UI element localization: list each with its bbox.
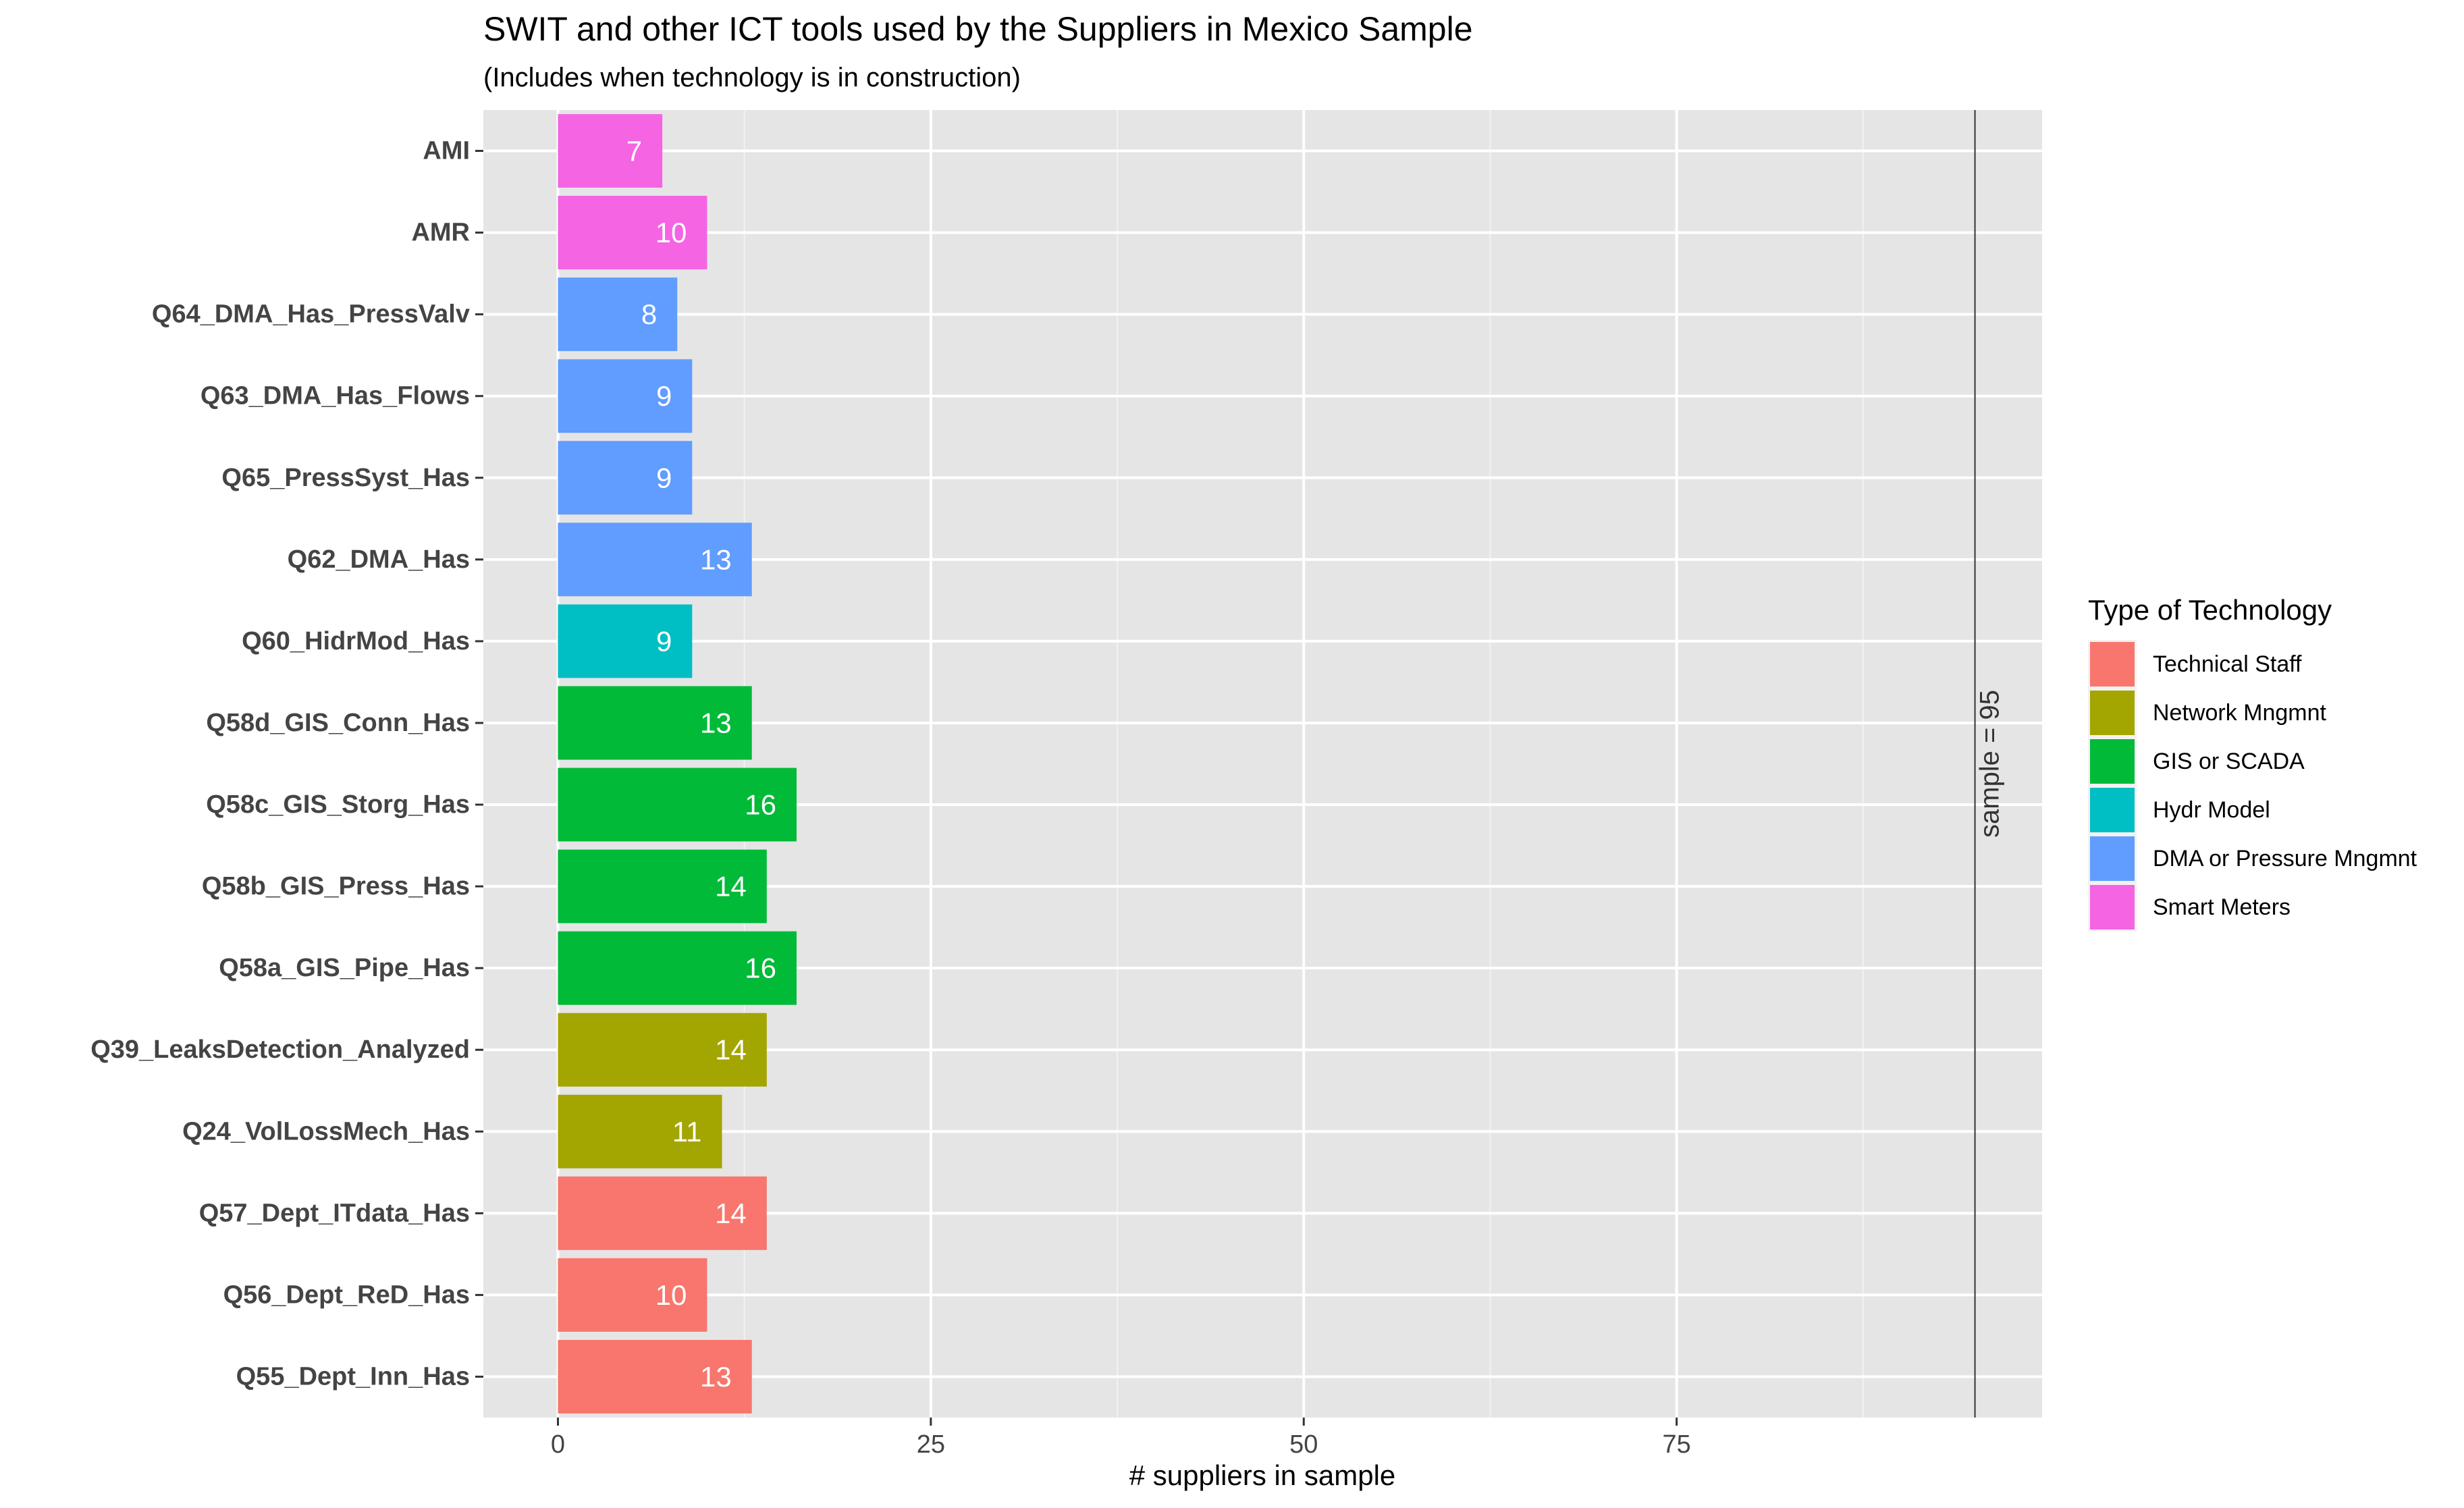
legend-title: Type of Technology xyxy=(2088,594,2332,626)
y-tick-label: AMI xyxy=(423,137,470,165)
y-tick-label: Q24_VolLossMech_Has xyxy=(182,1117,470,1146)
x-tick-label: 0 xyxy=(551,1430,565,1459)
y-tick-label: Q56_Dept_ReD_Has xyxy=(223,1281,470,1309)
grid xyxy=(483,110,2042,1418)
x-tick-label: 75 xyxy=(1663,1430,1691,1459)
reference-line-group: sample = 95 xyxy=(1974,110,2005,1418)
bar-value-label: 9 xyxy=(656,380,672,412)
y-tick-label: AMR xyxy=(411,219,470,247)
bar-value-label: 13 xyxy=(700,543,732,575)
bar xyxy=(558,359,693,433)
chart-subtitle: (Includes when technology is in construc… xyxy=(483,63,1021,92)
bar-value-label: 13 xyxy=(700,707,732,738)
bar xyxy=(558,522,752,597)
bar-value-label: 13 xyxy=(700,1361,732,1393)
bar xyxy=(558,1176,767,1250)
bar-value-label: 11 xyxy=(672,1116,702,1148)
legend-key-swatch xyxy=(2090,836,2135,881)
bar-value-label: 10 xyxy=(655,1279,687,1311)
bar-value-label: 7 xyxy=(626,135,642,167)
bar xyxy=(558,849,767,923)
chart-title: SWIT and other ICT tools used by the Sup… xyxy=(483,10,1473,48)
y-axis: AMI AMR Q64_DMA_Has_PressValv Q63_DMA_Has_F… xyxy=(90,137,483,1391)
bar xyxy=(558,1013,767,1087)
x-tick-label: 25 xyxy=(917,1430,945,1459)
y-tick-label: Q58b_GIS_Press_Has xyxy=(202,872,470,900)
legend-key-swatch xyxy=(2090,885,2135,930)
y-tick-label: Q65_PressSyst_Has xyxy=(221,464,470,492)
bar xyxy=(558,931,797,1005)
bar xyxy=(558,114,663,188)
x-axis-title: # suppliers in sample xyxy=(1129,1459,1396,1491)
legend-entry-label: Smart Meters xyxy=(2153,894,2291,920)
x-axis: 0 25 50 75 xyxy=(551,1418,1691,1459)
legend-entry-label: GIS or SCADA xyxy=(2153,749,2305,774)
bars: 7 10 8 9 9 13 9 13 16 14 16 14 11 14 10 13 xyxy=(558,114,797,1413)
y-tick-label: Q55_Dept_Inn_Has xyxy=(236,1362,470,1391)
bar-value-label: 14 xyxy=(715,1197,747,1229)
bar xyxy=(558,604,693,678)
legend-key-swatch xyxy=(2090,739,2135,784)
y-tick-label: Q64_DMA_Has_PressValv xyxy=(152,300,470,329)
y-tick-label: Q39_LeaksDetection_Analyzed xyxy=(90,1035,470,1064)
bar xyxy=(558,1258,707,1332)
bar xyxy=(558,277,678,352)
legend-key-swatch xyxy=(2090,691,2135,735)
bar-value-label: 16 xyxy=(745,952,776,984)
bar xyxy=(558,1094,722,1168)
legend-key-swatch xyxy=(2090,788,2135,832)
bar xyxy=(558,196,707,270)
sample-reference-label: sample = 95 xyxy=(1975,690,2005,838)
y-tick-label: Q62_DMA_Has xyxy=(288,545,470,574)
legend-entry-label: Hydr Model xyxy=(2153,797,2270,823)
legend-entry-label: Network Mngmnt xyxy=(2153,700,2327,726)
legend-entry-label: Technical Staff xyxy=(2153,651,2302,677)
bar xyxy=(558,768,797,842)
bar xyxy=(558,686,752,760)
bar xyxy=(558,441,693,515)
y-tick-label: Q58c_GIS_Storg_Has xyxy=(206,790,470,819)
legend-entry-label: DMA or Pressure Mngmnt xyxy=(2153,846,2417,871)
bar-value-label: 14 xyxy=(715,1034,747,1066)
bar-value-label: 10 xyxy=(655,217,687,248)
bar-value-label: 16 xyxy=(745,789,776,821)
y-tick-label: Q58a_GIS_Pipe_Has xyxy=(219,954,470,982)
bar-value-label: 8 xyxy=(641,298,657,330)
legend-key-swatch xyxy=(2090,642,2135,686)
legend: Type of Technology Technical Staff Networ… xyxy=(2088,594,2417,932)
bar-value-label: 9 xyxy=(656,462,672,493)
bar xyxy=(558,1339,752,1413)
bar-value-label: 9 xyxy=(656,625,672,657)
y-tick-label: Q63_DMA_Has_Flows xyxy=(200,382,470,410)
y-tick-label: Q57_Dept_ITdata_Has xyxy=(199,1199,470,1227)
x-tick-label: 50 xyxy=(1289,1430,1318,1459)
bar-value-label: 14 xyxy=(715,871,747,903)
y-tick-label: Q60_HidrMod_Has xyxy=(242,627,470,655)
y-tick-label: Q58d_GIS_Conn_Has xyxy=(206,709,470,737)
